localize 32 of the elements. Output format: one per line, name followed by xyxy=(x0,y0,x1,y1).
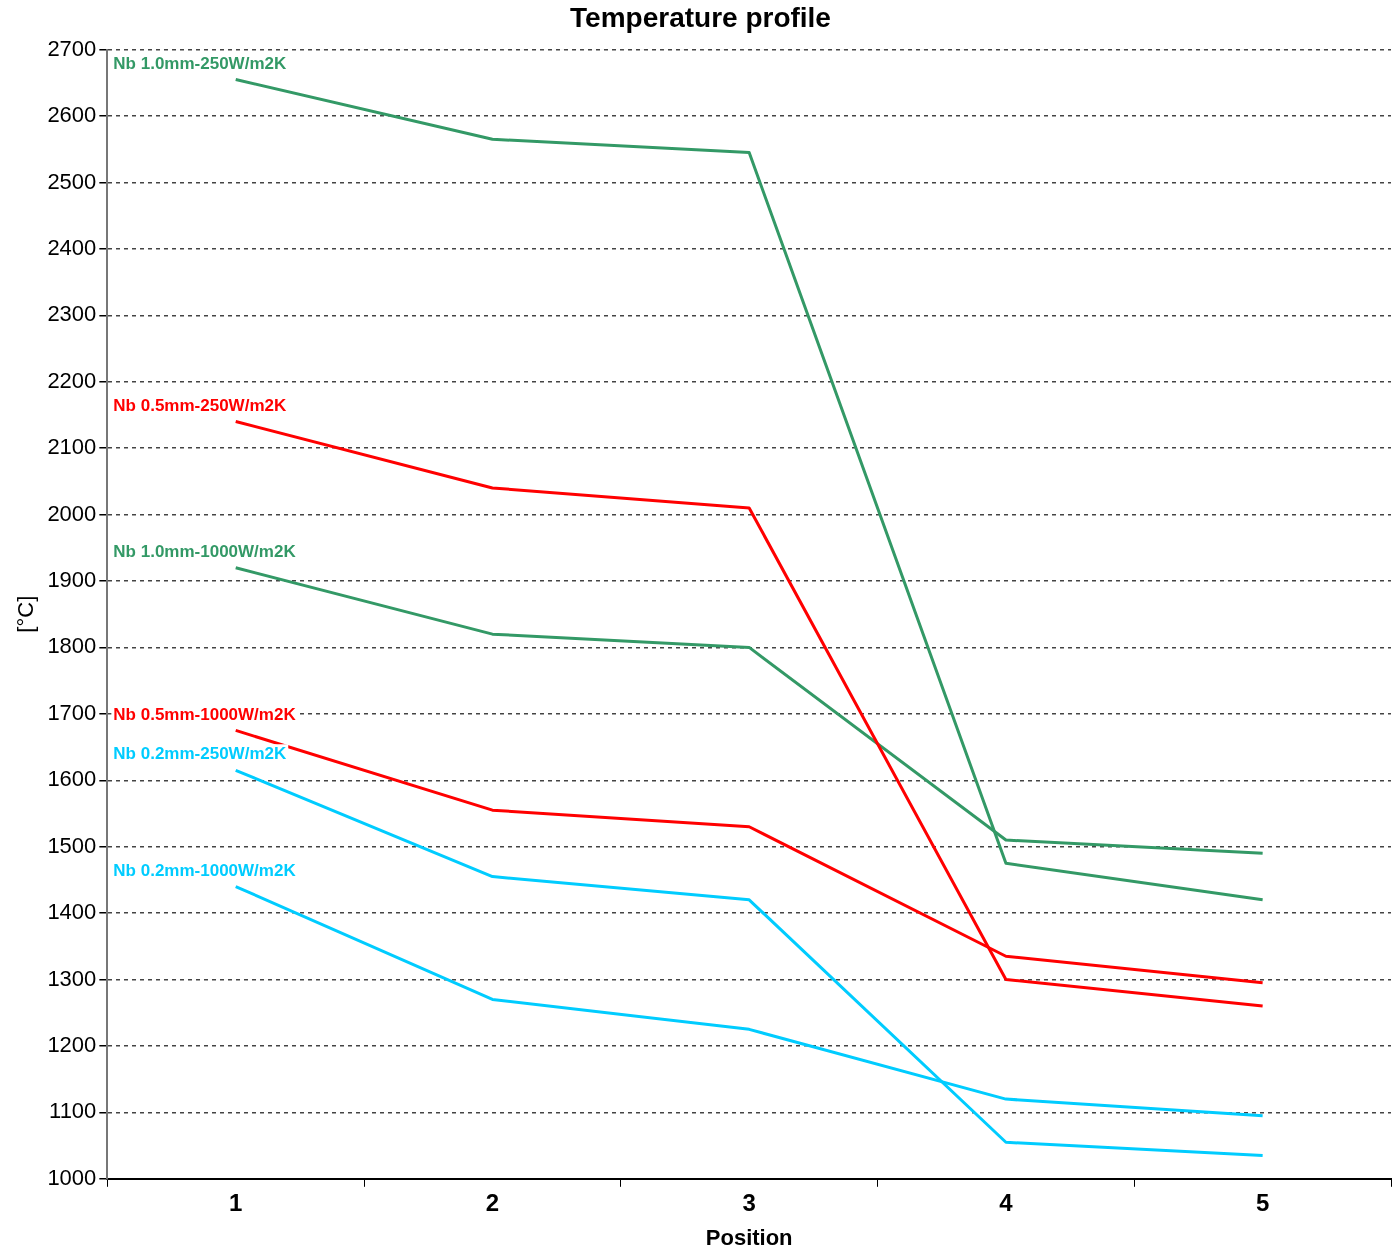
y-tick-label: 1900 xyxy=(47,567,97,593)
y-tick-label: 2700 xyxy=(47,35,97,61)
y-tick-label: 2200 xyxy=(47,367,97,393)
y-tick-label: 2400 xyxy=(47,234,97,260)
y-tick-label: 1700 xyxy=(47,699,97,725)
chart-title: Temperature profile xyxy=(570,1,831,33)
y-tick-label: 1800 xyxy=(47,633,97,659)
x-axis-title: Position xyxy=(705,1224,793,1250)
y-tick-label: 2600 xyxy=(47,102,97,128)
y-tick-label: 2500 xyxy=(47,168,97,194)
x-tick-label: 3 xyxy=(742,1188,756,1216)
x-tick-label: 4 xyxy=(999,1188,1014,1216)
y-tick-label: 1300 xyxy=(47,965,97,991)
y-tick-label: 2300 xyxy=(47,301,97,327)
series-label: Nb 0.5mm-250W/m2K xyxy=(113,395,287,415)
x-tick-label: 5 xyxy=(1255,1188,1270,1216)
x-tick-label: 2 xyxy=(485,1188,500,1216)
x-tick-label: 1 xyxy=(229,1188,243,1216)
series-label: Nb 0.2mm-1000W/m2K xyxy=(113,860,297,880)
y-axis-title: [°C] xyxy=(13,595,39,633)
series-label: Nb 0.2mm-250W/m2K xyxy=(113,744,287,764)
y-tick-label: 1000 xyxy=(47,1164,97,1190)
y-tick-label: 2100 xyxy=(47,434,97,460)
series-label: Nb 1.0mm-250W/m2K xyxy=(113,53,287,73)
y-tick-label: 1100 xyxy=(49,1098,97,1124)
y-tick-label: 1600 xyxy=(47,766,97,792)
series-label: Nb 0.5mm-1000W/m2K xyxy=(113,704,297,724)
y-tick-label: 2000 xyxy=(47,500,97,526)
y-tick-label: 1400 xyxy=(47,899,97,925)
y-tick-label: 1500 xyxy=(47,832,97,858)
series-label: Nb 1.0mm-1000W/m2K xyxy=(113,541,297,561)
y-tick-label: 1200 xyxy=(47,1032,97,1058)
